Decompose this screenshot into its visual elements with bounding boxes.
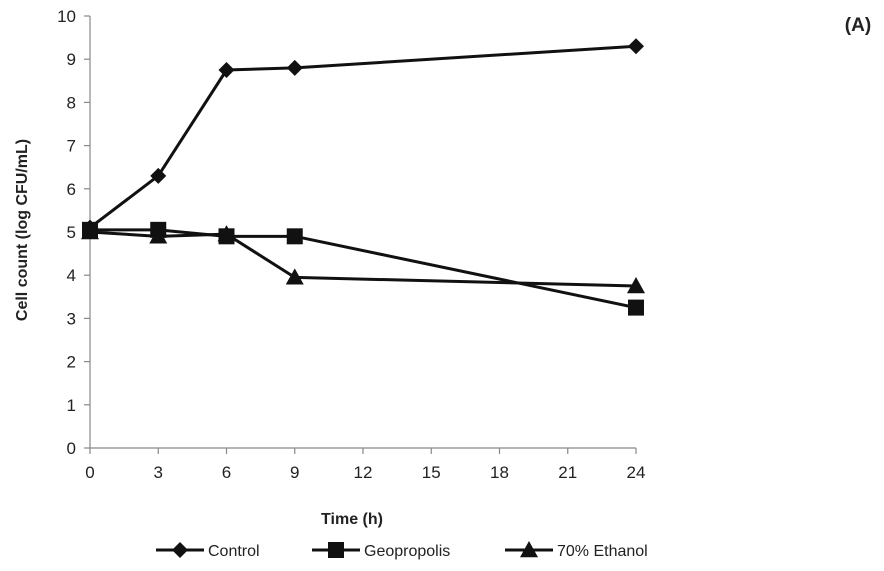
- legend: Control Geopropolis 70% Ethanol: [156, 541, 648, 560]
- y-tick-label: 0: [67, 439, 76, 458]
- legend-item: Geopropolis: [312, 542, 450, 560]
- panel-label: (A): [845, 15, 871, 36]
- diamond-point: [150, 167, 167, 184]
- diamond-point: [286, 59, 303, 76]
- y-tick-label: 6: [67, 180, 76, 199]
- legend-marker: [520, 541, 538, 558]
- series-layer: [81, 38, 645, 316]
- y-tick-label: 2: [67, 353, 76, 372]
- legend-marker: [328, 542, 344, 558]
- diamond-point: [628, 38, 644, 55]
- series-diamond: [82, 38, 644, 236]
- y-tick-label: 5: [67, 223, 76, 242]
- x-tick-label: 12: [354, 463, 373, 482]
- square-point: [286, 228, 303, 245]
- y-axis-title: Cell count (log CFU/mL): [14, 139, 31, 321]
- y-tick-label: 10: [57, 7, 76, 26]
- y-tick-label: 7: [67, 137, 76, 156]
- triangle-point: [627, 277, 645, 294]
- x-axis-title: Time (h): [321, 511, 383, 528]
- triangle-point: [149, 227, 168, 244]
- legend-label: Control: [208, 543, 260, 560]
- x-tick-label: 9: [290, 463, 299, 482]
- triangle-point: [81, 223, 99, 240]
- x-tick-label: 21: [558, 463, 577, 482]
- legend-label: 70% Ethanol: [557, 543, 648, 560]
- legend-item: 70% Ethanol: [505, 541, 648, 560]
- legend-item: Control: [156, 542, 260, 560]
- y-tick-label: 9: [67, 50, 76, 69]
- x-tick-label: 0: [85, 463, 94, 482]
- series-line: [89, 230, 637, 288]
- square-point: [628, 299, 644, 316]
- y-tick-label: 4: [67, 266, 76, 285]
- series-line: [90, 228, 637, 310]
- legend-label: Geopropolis: [364, 543, 450, 560]
- triangle-point: [285, 268, 304, 285]
- series-line: [89, 44, 637, 229]
- y-tick-label: 1: [67, 396, 76, 415]
- triangle-point: [217, 225, 236, 242]
- series-triangle: [81, 223, 645, 294]
- diamond-point: [218, 62, 235, 78]
- x-tick-label: 24: [627, 463, 646, 482]
- legend-marker: [172, 542, 188, 558]
- x-tick-label: 18: [490, 463, 509, 482]
- y-tick-label: 8: [67, 93, 76, 112]
- y-tick-label: 3: [67, 309, 76, 328]
- x-tick-label: 6: [222, 463, 231, 482]
- x-tick-label: 3: [154, 463, 163, 482]
- x-tick-label: 15: [422, 463, 441, 482]
